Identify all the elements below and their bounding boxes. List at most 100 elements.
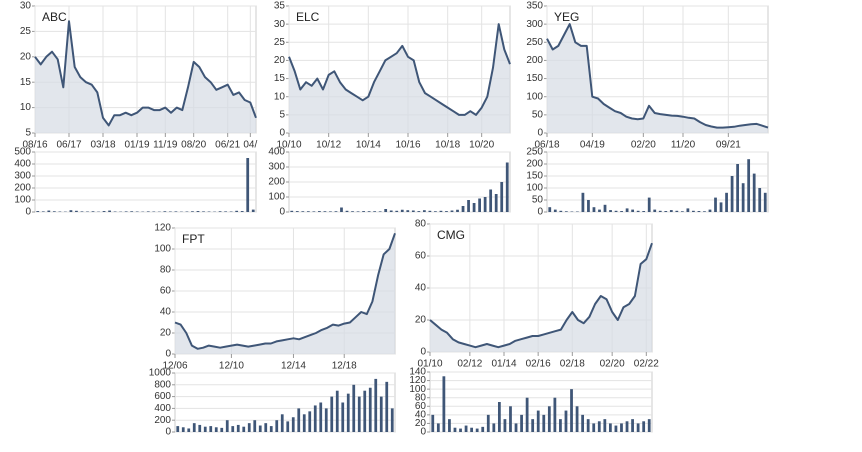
volume-bar [290,210,294,212]
volume-bar [242,426,246,432]
x-tick-label: 01/10 [417,359,442,370]
volume-bar [500,182,504,212]
volume-bar [246,158,250,212]
volume-bar [36,211,40,212]
y-tick-label: 20 [415,418,427,429]
y-tick-label: 0 [537,128,543,139]
volume-bar [631,209,635,212]
volume-bar [240,211,244,212]
x-tick-label: 08/20 [181,140,206,151]
volume-bar [91,211,95,212]
volume-bar [297,408,301,432]
volume-bar [351,211,354,212]
x-tick-label: 02/20 [600,359,625,370]
volume-bar [763,192,767,212]
volume-bar [636,210,640,212]
volume-bar [324,408,328,432]
volume-bar [586,419,590,432]
volume-bar [631,419,634,432]
y-tick-label: 800 [154,379,171,390]
volume-bar [553,209,557,212]
volume-bar [41,211,45,212]
volume-bar [390,408,394,432]
y-tick-label: 400 [268,147,285,158]
volume-bar [253,420,257,432]
volume-bar [475,428,479,432]
price-line [429,242,653,349]
y-tick-label: 250 [526,37,543,48]
chart-title: FPT [182,232,205,246]
volume-bar [686,208,690,212]
volume-bar [614,210,618,212]
volume-bar [269,426,273,432]
volume-bar [318,211,321,212]
volume-bar [52,211,56,212]
volume-bar [489,189,493,212]
volume-bar [439,210,443,212]
price-line [174,232,396,350]
volume-bar [306,211,310,212]
y-tick-label: 25 [20,26,32,37]
volume-bar [214,427,218,432]
x-tick-label: 12/06 [162,361,187,372]
y-tick-label: 200 [268,177,285,188]
y-tick-label: 50 [532,109,544,120]
y-tick-label: 350 [526,1,543,12]
volume-bar [302,414,306,432]
volume-bar [431,414,435,432]
volume-bar [608,423,612,432]
volume-bar [509,406,512,432]
y-tick-label: 200 [14,183,31,194]
volume-bar [124,211,128,212]
volume-bar [247,423,251,432]
volume-bar [202,211,205,212]
volume-bar [736,164,739,212]
volume-bar [692,210,695,212]
volume-bar [384,209,388,212]
volume-bar [379,396,383,432]
volume-bar [542,414,546,432]
volume-bar [483,197,487,212]
volume-bar [525,397,529,432]
volume-bar [575,406,579,432]
volume-bar [664,211,668,212]
y-tick-label: 1000 [149,368,172,379]
y-tick-label: 0 [279,207,285,218]
volume-bar [597,421,601,432]
x-tick-label: 01/14 [491,359,516,370]
y-tick-label: 20 [274,55,286,66]
volume-bar [642,211,646,212]
volume-bar [603,419,607,432]
volume-bar [752,173,756,212]
y-tick-label: 10 [274,91,286,102]
volume-bar [378,211,382,212]
volume-bar [445,211,448,212]
x-tick-label: 10/20 [469,140,494,151]
chart-title: ABC [42,10,67,24]
y-tick-label: 0 [165,349,171,360]
volume-bar [581,192,585,212]
y-tick-label: 300 [14,171,31,182]
x-tick-label: 02/16 [526,359,551,370]
y-tick-label: 20 [20,51,32,62]
volume-bar [564,211,568,212]
volume-bar [69,210,73,212]
volume-bar [741,183,745,212]
volume-bar [198,424,202,432]
volume-bar [357,396,361,432]
volume-bar [345,210,349,212]
volume-bar [374,378,378,432]
volume-bar [323,211,327,212]
volume-bar [697,211,701,212]
volume-bar [553,397,557,432]
y-tick-label: 40 [415,409,427,420]
volume-bar [225,420,229,432]
volume-bar [564,410,568,432]
volume-bar [406,210,410,212]
volume-bar [453,427,457,432]
volume-bar [251,209,255,212]
y-tick-label: 600 [154,391,171,402]
volume-bar [714,197,717,212]
y-tick-label: 300 [268,162,285,173]
volume-bar [340,207,343,212]
